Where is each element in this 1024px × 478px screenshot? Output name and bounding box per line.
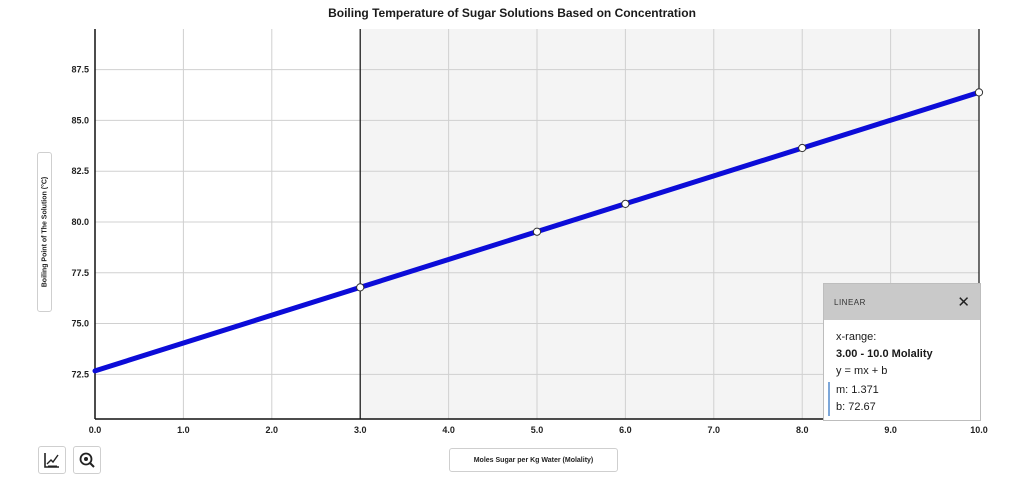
fit-parameters: m: 1.371 b: 72.67 xyxy=(828,382,968,416)
y-tick-labels: 72.5 75.0 77.5 80.0 82.5 85.0 87.5 xyxy=(71,65,89,380)
line-graph-icon xyxy=(44,453,59,468)
intercept-value: b: 72.67 xyxy=(836,401,876,413)
x-tick-label: 6.0 xyxy=(619,425,632,435)
zoom-tool-button[interactable] xyxy=(73,446,101,474)
y-axis-label[interactable]: Boiling Point of The Solution (°C) xyxy=(37,152,52,312)
x-tick-label: 3.0 xyxy=(354,425,367,435)
x-tick-label: 7.0 xyxy=(708,425,721,435)
x-tick-label: 5.0 xyxy=(531,425,544,435)
slope-value: m: 1.371 xyxy=(836,384,879,396)
curve-fit-name: LINEAR xyxy=(834,297,866,307)
data-point[interactable] xyxy=(974,88,984,97)
x-tick-label: 2.0 xyxy=(266,425,279,435)
chart-title: Boiling Temperature of Sugar Solutions B… xyxy=(328,6,696,20)
range-value: 3.00 - 10.0 Molality xyxy=(836,348,933,360)
curve-fit-header: LINEAR ✕ xyxy=(824,284,980,320)
x-tick-label: 0.0 xyxy=(89,425,102,435)
y-tick-label: 87.5 xyxy=(71,65,89,75)
close-icon[interactable]: ✕ xyxy=(957,293,970,311)
x-axis-label[interactable]: Moles Sugar per Kg Water (Molality) xyxy=(449,448,618,472)
x-tick-label: 8.0 xyxy=(796,425,809,435)
data-points xyxy=(356,88,984,292)
x-tick-label: 9.0 xyxy=(884,425,897,435)
data-point[interactable] xyxy=(798,143,807,153)
data-point[interactable] xyxy=(621,199,630,208)
fit-equation: y = mx + b xyxy=(836,365,888,377)
graph-tool-button[interactable] xyxy=(38,446,66,474)
curve-fit-panel: LINEAR ✕ x-range: 3.00 - 10.0 Molality y… xyxy=(823,283,981,421)
y-axis-label-text: Boiling Point of The Solution (°C) xyxy=(41,176,48,288)
y-tick-label: 72.5 xyxy=(71,369,89,379)
y-tick-label: 80.0 xyxy=(71,217,89,227)
y-tick-label: 75.0 xyxy=(71,319,89,329)
x-tick-label: 1.0 xyxy=(177,425,190,435)
y-tick-label: 82.5 xyxy=(71,166,89,176)
data-point[interactable] xyxy=(532,227,542,236)
x-tick-label: 4.0 xyxy=(442,425,455,435)
x-tick-label: 10.0 xyxy=(970,425,988,435)
curve-fit-body: x-range: 3.00 - 10.0 Molality y = mx + b… xyxy=(824,320,980,420)
zoom-icon xyxy=(79,452,95,468)
y-tick-label: 77.5 xyxy=(71,268,89,278)
x-tick-labels: 0.0 1.0 2.0 3.0 4.0 5.0 6.0 7.0 8.0 9.0 10.0 xyxy=(89,425,988,435)
range-label: x-range: xyxy=(836,331,877,343)
data-point[interactable] xyxy=(356,283,365,292)
y-tick-label: 85.0 xyxy=(71,115,89,125)
